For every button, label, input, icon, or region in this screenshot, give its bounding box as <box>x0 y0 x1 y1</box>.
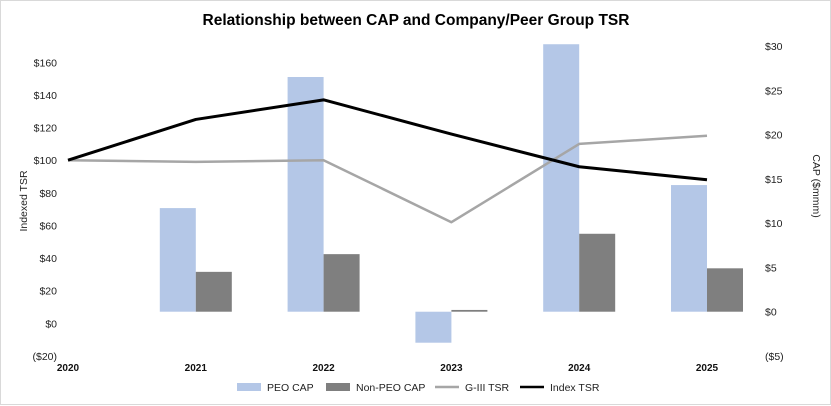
right-tick-label: $15 <box>765 174 783 186</box>
left-tick-label: $40 <box>39 253 57 265</box>
x-axis-ticks: 2020 2021 2022 2023 2024 2025 <box>57 363 719 374</box>
right-tick-label: $30 <box>765 41 783 53</box>
left-tick-label: $80 <box>39 188 57 200</box>
right-tick-label: $10 <box>765 218 783 230</box>
bar-peo-cap <box>415 311 452 343</box>
left-tick-label: $100 <box>34 155 58 167</box>
line-index-tsr <box>67 98 708 182</box>
x-tick-label: 2020 <box>57 363 80 374</box>
right-axis-ticks: ($5) $0 $5 $10 $15 $20 $25 $30 <box>765 41 784 363</box>
right-tick-label: ($5) <box>765 351 784 363</box>
bar-non-peo-cap <box>195 271 232 312</box>
left-axis-label: Indexed TSR <box>18 170 30 232</box>
bar-peo-cap <box>287 77 324 312</box>
legend: PEO CAP Non-PEO CAP G-III TSR Index TSR <box>237 382 600 394</box>
bar-peo-cap <box>671 185 707 312</box>
left-axis-ticks: ($20) $0 $20 $40 $60 $80 $100 $120 $140 $160 <box>32 57 57 363</box>
left-tick-label: ($20) <box>32 351 57 363</box>
legend-label: Non-PEO CAP <box>356 382 425 394</box>
legend-label: Index TSR <box>550 382 600 394</box>
left-tick-label: $140 <box>34 90 58 102</box>
line-g-iii-tsr <box>67 134 708 224</box>
legend-swatch <box>237 383 261 391</box>
x-tick-label: 2023 <box>440 363 463 374</box>
x-tick-label: 2021 <box>185 363 208 374</box>
x-tick-label: 2022 <box>312 363 335 374</box>
left-tick-label: $0 <box>45 318 57 330</box>
bar-peo-cap <box>159 208 196 312</box>
legend-label: G-III TSR <box>465 382 510 394</box>
legend-label: PEO CAP <box>267 382 314 394</box>
x-tick-label: 2025 <box>696 363 719 374</box>
left-tick-label: $120 <box>34 123 58 135</box>
left-tick-label: $160 <box>34 57 58 69</box>
right-tick-label: $5 <box>765 262 777 274</box>
x-tick-label: 2024 <box>568 363 591 374</box>
bar-non-peo-cap <box>451 309 488 312</box>
bar-non-peo-cap <box>579 233 616 312</box>
right-tick-label: $0 <box>765 307 777 319</box>
legend-swatch <box>326 383 350 391</box>
left-tick-label: $60 <box>39 220 57 232</box>
bar-non-peo-cap <box>323 254 360 312</box>
chart-title: Relationship between CAP and Company/Pee… <box>203 12 630 29</box>
right-tick-label: $25 <box>765 85 783 97</box>
right-axis-label: CAP ($mmm) <box>810 154 822 217</box>
bar-series <box>159 44 743 343</box>
bar-peo-cap <box>543 44 580 312</box>
left-tick-label: $20 <box>39 286 57 298</box>
right-tick-label: $20 <box>765 130 783 142</box>
bar-non-peo-cap <box>707 268 743 312</box>
line-series <box>67 98 708 224</box>
